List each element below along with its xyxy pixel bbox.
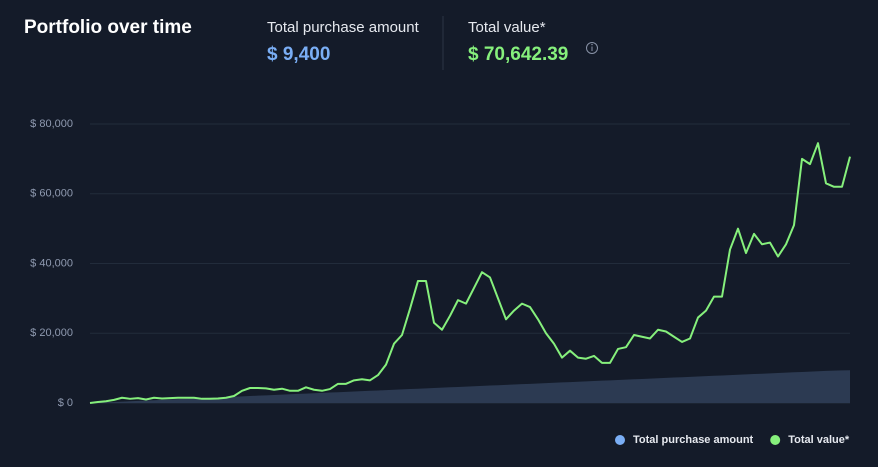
y-tick-label: $ 0: [58, 397, 73, 409]
stat-value: $ 9,400: [267, 44, 330, 65]
area: [90, 370, 850, 403]
chart-title: Portfolio over time: [24, 17, 192, 38]
stat-value: $ 70,642.39: [468, 44, 568, 65]
stat-label: Total value*: [468, 19, 546, 36]
y-tick-label: $ 80,000: [30, 118, 73, 130]
y-tick-label: $ 40,000: [30, 257, 73, 269]
line: [89, 142, 851, 404]
stat-label: Total purchase amount: [267, 19, 420, 36]
y-tick-label: $ 20,000: [30, 327, 73, 339]
legend-label: Total value*: [788, 434, 850, 446]
info-icon[interactable]: [586, 42, 598, 54]
legend-marker: [615, 435, 625, 445]
y-tick-label: $ 60,000: [30, 188, 73, 200]
legend-label: Total purchase amount: [633, 434, 754, 446]
legend-marker: [770, 435, 781, 445]
